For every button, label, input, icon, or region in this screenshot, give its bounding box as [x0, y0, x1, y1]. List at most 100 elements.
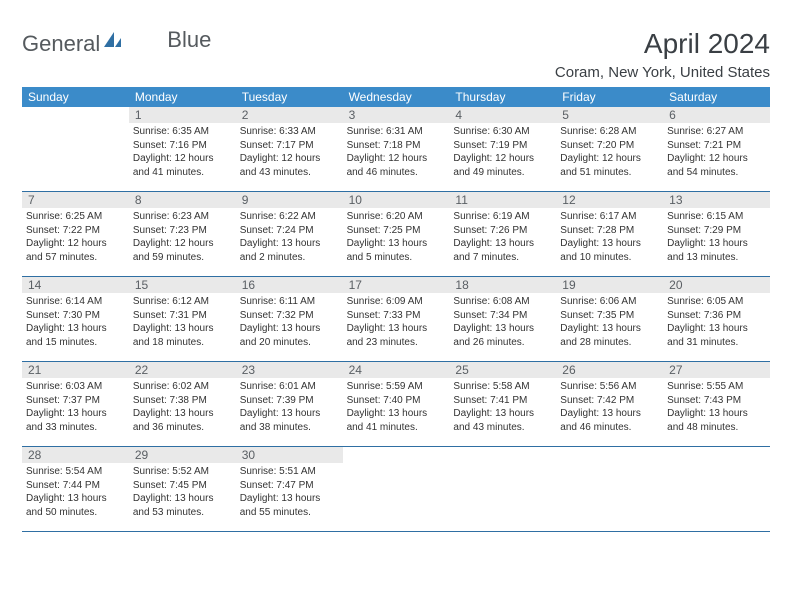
day-details: Sunrise: 6:28 AMSunset: 7:20 PMDaylight:…	[556, 123, 663, 181]
sunrise-text: Sunrise: 5:59 AM	[347, 380, 446, 394]
sunrise-text: Sunrise: 5:58 AM	[453, 380, 552, 394]
day-cell: 25Sunrise: 5:58 AMSunset: 7:41 PMDayligh…	[449, 362, 556, 446]
day-cell: 19Sunrise: 6:06 AMSunset: 7:35 PMDayligh…	[556, 277, 663, 361]
day-cell: 27Sunrise: 5:55 AMSunset: 7:43 PMDayligh…	[663, 362, 770, 446]
daylight-text: Daylight: 13 hours and 7 minutes.	[453, 237, 552, 264]
day-number: 11	[449, 192, 556, 208]
weekday-header: Wednesday	[343, 87, 450, 107]
sunrise-text: Sunrise: 6:17 AM	[560, 210, 659, 224]
sunrise-text: Sunrise: 5:52 AM	[133, 465, 232, 479]
day-number: 21	[22, 362, 129, 378]
logo-word1: General	[22, 31, 100, 57]
day-cell: 30Sunrise: 5:51 AMSunset: 7:47 PMDayligh…	[236, 447, 343, 531]
sunset-text: Sunset: 7:42 PM	[560, 394, 659, 408]
day-details: Sunrise: 6:03 AMSunset: 7:37 PMDaylight:…	[22, 378, 129, 436]
sunrise-text: Sunrise: 6:14 AM	[26, 295, 125, 309]
day-number: 7	[22, 192, 129, 208]
day-details: Sunrise: 6:14 AMSunset: 7:30 PMDaylight:…	[22, 293, 129, 351]
day-cell: 7Sunrise: 6:25 AMSunset: 7:22 PMDaylight…	[22, 192, 129, 276]
day-number: 24	[343, 362, 450, 378]
day-details: Sunrise: 6:20 AMSunset: 7:25 PMDaylight:…	[343, 208, 450, 266]
day-details: Sunrise: 6:15 AMSunset: 7:29 PMDaylight:…	[663, 208, 770, 266]
sunset-text: Sunset: 7:45 PM	[133, 479, 232, 493]
sunrise-text: Sunrise: 6:05 AM	[667, 295, 766, 309]
sunset-text: Sunset: 7:44 PM	[26, 479, 125, 493]
day-cell: 17Sunrise: 6:09 AMSunset: 7:33 PMDayligh…	[343, 277, 450, 361]
day-number: 3	[343, 107, 450, 123]
day-number: 27	[663, 362, 770, 378]
day-details: Sunrise: 6:27 AMSunset: 7:21 PMDaylight:…	[663, 123, 770, 181]
day-cell: 10Sunrise: 6:20 AMSunset: 7:25 PMDayligh…	[343, 192, 450, 276]
day-details: Sunrise: 6:11 AMSunset: 7:32 PMDaylight:…	[236, 293, 343, 351]
sunset-text: Sunset: 7:31 PM	[133, 309, 232, 323]
sunrise-text: Sunrise: 6:20 AM	[347, 210, 446, 224]
sunrise-text: Sunrise: 6:30 AM	[453, 125, 552, 139]
sunrise-text: Sunrise: 6:23 AM	[133, 210, 232, 224]
sunrise-text: Sunrise: 6:28 AM	[560, 125, 659, 139]
day-details: Sunrise: 6:05 AMSunset: 7:36 PMDaylight:…	[663, 293, 770, 351]
daylight-text: Daylight: 12 hours and 57 minutes.	[26, 237, 125, 264]
sunset-text: Sunset: 7:37 PM	[26, 394, 125, 408]
sunrise-text: Sunrise: 5:54 AM	[26, 465, 125, 479]
day-cell: 5Sunrise: 6:28 AMSunset: 7:20 PMDaylight…	[556, 107, 663, 191]
sunset-text: Sunset: 7:17 PM	[240, 139, 339, 153]
sunrise-text: Sunrise: 6:11 AM	[240, 295, 339, 309]
day-details: Sunrise: 6:22 AMSunset: 7:24 PMDaylight:…	[236, 208, 343, 266]
day-details: Sunrise: 6:33 AMSunset: 7:17 PMDaylight:…	[236, 123, 343, 181]
day-number: 29	[129, 447, 236, 463]
day-number: 12	[556, 192, 663, 208]
day-details: Sunrise: 5:55 AMSunset: 7:43 PMDaylight:…	[663, 378, 770, 436]
title-block: April 2024 Coram, New York, United State…	[555, 28, 770, 81]
day-number: 6	[663, 107, 770, 123]
day-number: 17	[343, 277, 450, 293]
day-cell: 6Sunrise: 6:27 AMSunset: 7:21 PMDaylight…	[663, 107, 770, 191]
daylight-text: Daylight: 13 hours and 55 minutes.	[240, 492, 339, 519]
sunset-text: Sunset: 7:29 PM	[667, 224, 766, 238]
day-cell: 29 Sunrise: 5:52 AMSunset: 7:45 PMDayligh…	[129, 447, 236, 531]
sunset-text: Sunset: 7:38 PM	[133, 394, 232, 408]
daylight-text: Daylight: 13 hours and 33 minutes.	[26, 407, 125, 434]
empty-cell	[663, 447, 770, 531]
sunset-text: Sunset: 7:18 PM	[347, 139, 446, 153]
weekday-header: Thursday	[449, 87, 556, 107]
daylight-text: Daylight: 13 hours and 36 minutes.	[133, 407, 232, 434]
day-number: 30	[236, 447, 343, 463]
day-cell: 28Sunrise: 5:54 AMSunset: 7:44 PMDayligh…	[22, 447, 129, 531]
sunset-text: Sunset: 7:34 PM	[453, 309, 552, 323]
sunrise-text: Sunrise: 6:27 AM	[667, 125, 766, 139]
day-details: Sunrise: 6:06 AMSunset: 7:35 PMDaylight:…	[556, 293, 663, 351]
day-details: Sunrise: 6:35 AMSunset: 7:16 PMDaylight:…	[129, 123, 236, 181]
day-cell: 16Sunrise: 6:11 AMSunset: 7:32 PMDayligh…	[236, 277, 343, 361]
daylight-text: Daylight: 13 hours and 53 minutes.	[133, 492, 232, 519]
daylight-text: Daylight: 13 hours and 20 minutes.	[240, 322, 339, 349]
sunset-text: Sunset: 7:25 PM	[347, 224, 446, 238]
daylight-text: Daylight: 12 hours and 59 minutes.	[133, 237, 232, 264]
weekday-header: Friday	[556, 87, 663, 107]
day-details: Sunrise: 6:12 AMSunset: 7:31 PMDaylight:…	[129, 293, 236, 351]
weekday-header: Sunday	[22, 87, 129, 107]
weekday-header: Saturday	[663, 87, 770, 107]
sunrise-text: Sunrise: 5:56 AM	[560, 380, 659, 394]
day-details: Sunrise: 6:08 AMSunset: 7:34 PMDaylight:…	[449, 293, 556, 351]
sunset-text: Sunset: 7:43 PM	[667, 394, 766, 408]
day-details: Sunrise: 6:23 AMSunset: 7:23 PMDaylight:…	[129, 208, 236, 266]
sail-icon	[101, 30, 123, 57]
day-details: Sunrise: 5:56 AMSunset: 7:42 PMDaylight:…	[556, 378, 663, 436]
day-number: 23	[236, 362, 343, 378]
sunset-text: Sunset: 7:23 PM	[133, 224, 232, 238]
day-number: 2	[236, 107, 343, 123]
daylight-text: Daylight: 12 hours and 51 minutes.	[560, 152, 659, 179]
sunset-text: Sunset: 7:20 PM	[560, 139, 659, 153]
day-number: 10	[343, 192, 450, 208]
sunrise-text: Sunrise: 6:03 AM	[26, 380, 125, 394]
daylight-text: Daylight: 13 hours and 2 minutes.	[240, 237, 339, 264]
day-details: Sunrise: 5:54 AMSunset: 7:44 PMDaylight:…	[22, 463, 129, 521]
sunrise-text: Sunrise: 6:06 AM	[560, 295, 659, 309]
empty-cell	[449, 447, 556, 531]
daylight-text: Daylight: 13 hours and 46 minutes.	[560, 407, 659, 434]
day-cell: 15Sunrise: 6:12 AMSunset: 7:31 PMDayligh…	[129, 277, 236, 361]
sunset-text: Sunset: 7:35 PM	[560, 309, 659, 323]
sunrise-text: Sunrise: 6:08 AM	[453, 295, 552, 309]
sunset-text: Sunset: 7:22 PM	[26, 224, 125, 238]
day-number: 9	[236, 192, 343, 208]
